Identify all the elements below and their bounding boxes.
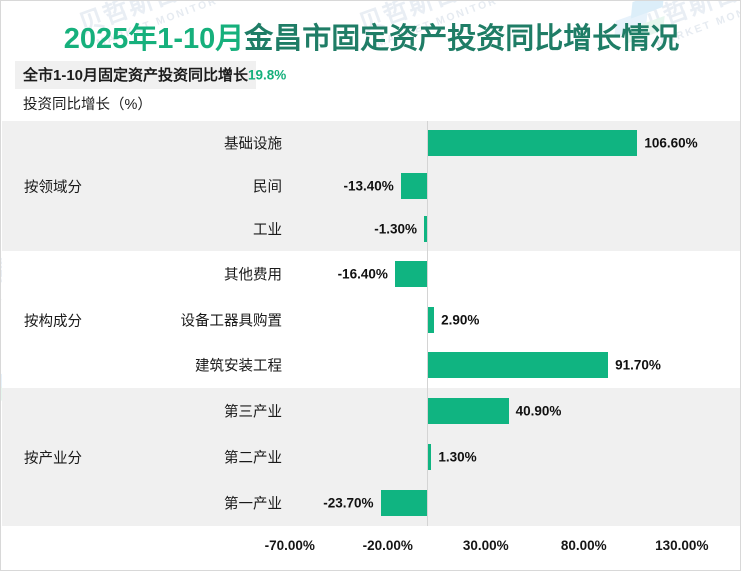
chart-title-highlight: 2025年1-10月 xyxy=(63,23,245,55)
bar-value-label: -16.40% xyxy=(337,266,388,282)
category-band xyxy=(2,388,740,526)
bar[interactable] xyxy=(428,444,432,470)
bar-value-label: 91.70% xyxy=(615,357,661,373)
category-label: 民间 xyxy=(253,179,282,196)
bar-row[interactable]: 民间 -13.40% xyxy=(2,164,740,208)
bar-row[interactable]: 第二产业 1.30% xyxy=(2,435,740,479)
bar[interactable] xyxy=(400,173,427,199)
bar-row[interactable]: 第一产业 -23.70% xyxy=(2,481,740,525)
x-axis: -70.00% -20.00% 30.00% 80.00% 130.00% xyxy=(2,526,740,570)
bar-value-label: -1.30% xyxy=(374,221,417,237)
plot-area: 基础设施 106.60% 民间 -13.40% 工业 -1.30% 按领域分其他费用 -16.… xyxy=(2,121,740,526)
category-band xyxy=(2,251,740,388)
bar-value-label: 1.30% xyxy=(438,449,477,465)
bar-row[interactable]: 工业 -1.30% xyxy=(2,207,740,251)
bar[interactable] xyxy=(428,306,435,333)
x-axis-tick-label: 80.00% xyxy=(560,538,607,553)
bar-value-label: -13.40% xyxy=(343,178,394,194)
category-label: 建筑安装工程 xyxy=(195,358,282,375)
bar-row[interactable]: 第三产业 40.90% xyxy=(2,389,740,433)
axis-title: 投资同比增长（%） xyxy=(23,97,152,113)
bar-value-label: -23.70% xyxy=(323,495,374,511)
category-label: 第二产业 xyxy=(224,450,282,467)
x-axis-tick-label: 30.00% xyxy=(462,538,509,553)
category-label: 工业 xyxy=(253,222,282,239)
bar[interactable] xyxy=(424,216,427,243)
chart-subtitle: 全市1-10月固定资产投资同比增长 19.8% xyxy=(15,61,286,89)
bar-value-label: 2.90% xyxy=(441,312,480,327)
bar-row[interactable]: 设备工器具购置 2.90% xyxy=(2,298,740,342)
category-label: 基础设施 xyxy=(224,136,282,153)
bar[interactable] xyxy=(428,129,638,156)
category-label: 其他费用 xyxy=(224,267,282,284)
x-axis-tick-label: 130.00% xyxy=(655,538,709,553)
bar-value-label: 40.90% xyxy=(515,403,562,419)
x-axis-tick-label: -20.00% xyxy=(362,538,413,553)
x-axis-tick-label: -70.00% xyxy=(264,538,315,553)
chart-subtitle-value: 19.8% xyxy=(248,67,287,83)
bar[interactable] xyxy=(428,398,509,424)
group-label: 按构成分 xyxy=(24,313,82,330)
category-label: 第一产业 xyxy=(224,496,282,513)
category-label: 设备工器具购置 xyxy=(180,313,283,329)
chart-subtitle-text: 全市1-10月固定资产投资同比增长 xyxy=(23,67,249,84)
zero-axis-line xyxy=(427,121,429,526)
bar[interactable] xyxy=(394,260,427,287)
bar[interactable] xyxy=(428,352,609,379)
chart-title: 2025年1-10月金昌市固定资产投资同比增长情况 xyxy=(1,15,740,57)
group-label: 按产业分 xyxy=(24,451,82,467)
group-label: 按领域分 xyxy=(24,180,82,196)
bar-row[interactable]: 建筑安装工程 91.70% xyxy=(2,343,740,387)
bar-value-label: 106.60% xyxy=(644,135,698,151)
bar-row[interactable]: 基础设施 106.60% xyxy=(2,121,740,165)
category-label: 第三产业 xyxy=(224,404,282,421)
bar-row[interactable]: 其他费用 -16.40% xyxy=(2,252,740,296)
chart-title-rest: 金昌市固定资产投资同比增长情况 xyxy=(244,23,680,55)
bar[interactable] xyxy=(380,490,427,516)
